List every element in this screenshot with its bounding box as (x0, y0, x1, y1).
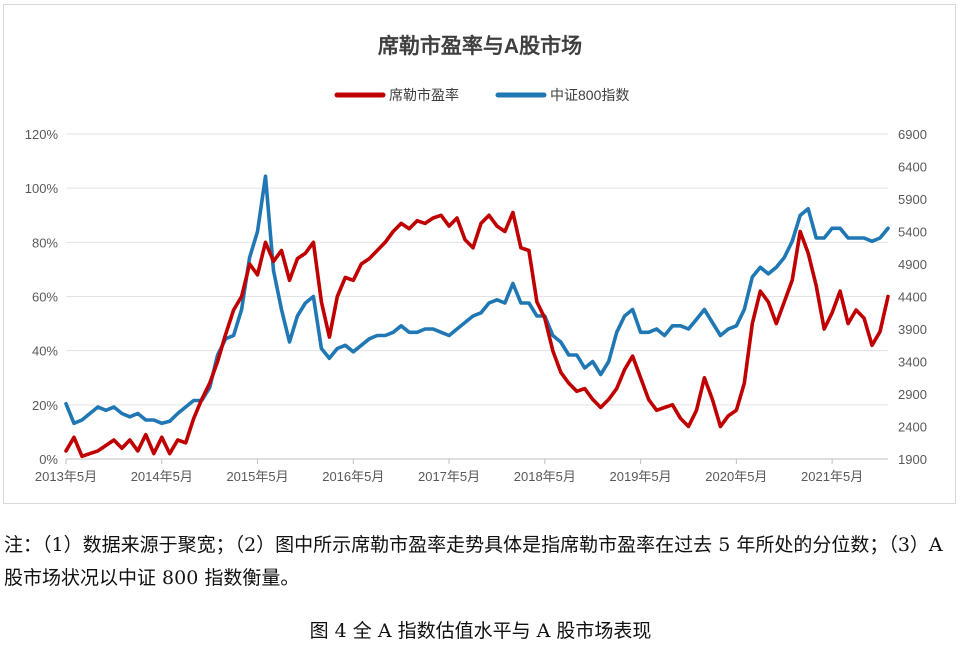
y-left-tick-label: 80% (32, 235, 58, 250)
x-tick-label: 2013年5月 (35, 469, 97, 484)
y-left-tick-label: 0% (39, 452, 58, 467)
y-right-tick-label: 4900 (898, 257, 927, 272)
x-tick-label: 2016年5月 (322, 469, 384, 484)
y-right-tick-label: 1900 (898, 452, 927, 467)
x-tick-label: 2015年5月 (226, 469, 288, 484)
gridlines (66, 133, 888, 460)
series-line-shiller-pe (64, 210, 890, 459)
legend: 席勒市盈率 中证800指数 (334, 87, 629, 103)
chart-title: 席勒市盈率与A股市场 (378, 34, 582, 58)
chart-frame: 席勒市盈率与A股市场 席勒市盈率 中证800指数 0% 20% 40% 60% 80% 10… (3, 4, 956, 504)
chart: 席勒市盈率与A股市场 席勒市盈率 中证800指数 0% 20% 40% 60% 80% 10… (25, 34, 927, 484)
y-left-tick-label: 120% (25, 127, 59, 142)
y-right-tick-label: 3400 (898, 355, 927, 370)
x-tick-label: 2018年5月 (514, 469, 576, 484)
x-tick-label: 2017年5月 (418, 469, 480, 484)
legend-label: 中证800指数 (550, 87, 629, 103)
y-right-tick-label: 5400 (898, 225, 927, 240)
y-right-tick-label: 6400 (898, 160, 927, 175)
figure-caption: 图 4 全 A 指数估值水平与 A 股市场表现 (309, 620, 652, 642)
x-tick-label: 2020年5月 (705, 469, 767, 484)
series-layer (64, 174, 890, 459)
y-right-tick-label: 3900 (898, 322, 927, 337)
chart-note: 注：（1）数据来源于聚宽；（2）图中所示席勒市盈率走势具体是指席勒市盈率在过去 … (4, 534, 943, 589)
x-tick-label: 2021年5月 (801, 469, 863, 484)
x-tick-label: 2019年5月 (610, 469, 672, 484)
y-right-tick-label: 4400 (898, 290, 927, 305)
y-right-tick-label: 2900 (898, 387, 927, 402)
y-axis-left: 0% 20% 40% 60% 80% 100% 120% (25, 127, 59, 467)
y-left-tick-label: 60% (32, 290, 58, 305)
y-left-tick-label: 20% (32, 398, 58, 413)
y-axis-right: 1900 2400 2900 3400 3900 4400 4900 5400 5900 6400… (898, 127, 927, 467)
y-left-tick-label: 40% (32, 344, 58, 359)
x-tick-label: 2014年5月 (131, 469, 193, 484)
y-left-tick-label: 100% (25, 181, 59, 196)
y-right-tick-label: 2400 (898, 420, 927, 435)
y-right-tick-label: 5900 (898, 192, 927, 207)
legend-label: 席勒市盈率 (389, 87, 459, 103)
y-right-tick-label: 6900 (898, 127, 927, 142)
x-axis: 2013年5月 2014年5月 2015年5月 2016年5月 2017年5月 2018年… (35, 459, 863, 484)
